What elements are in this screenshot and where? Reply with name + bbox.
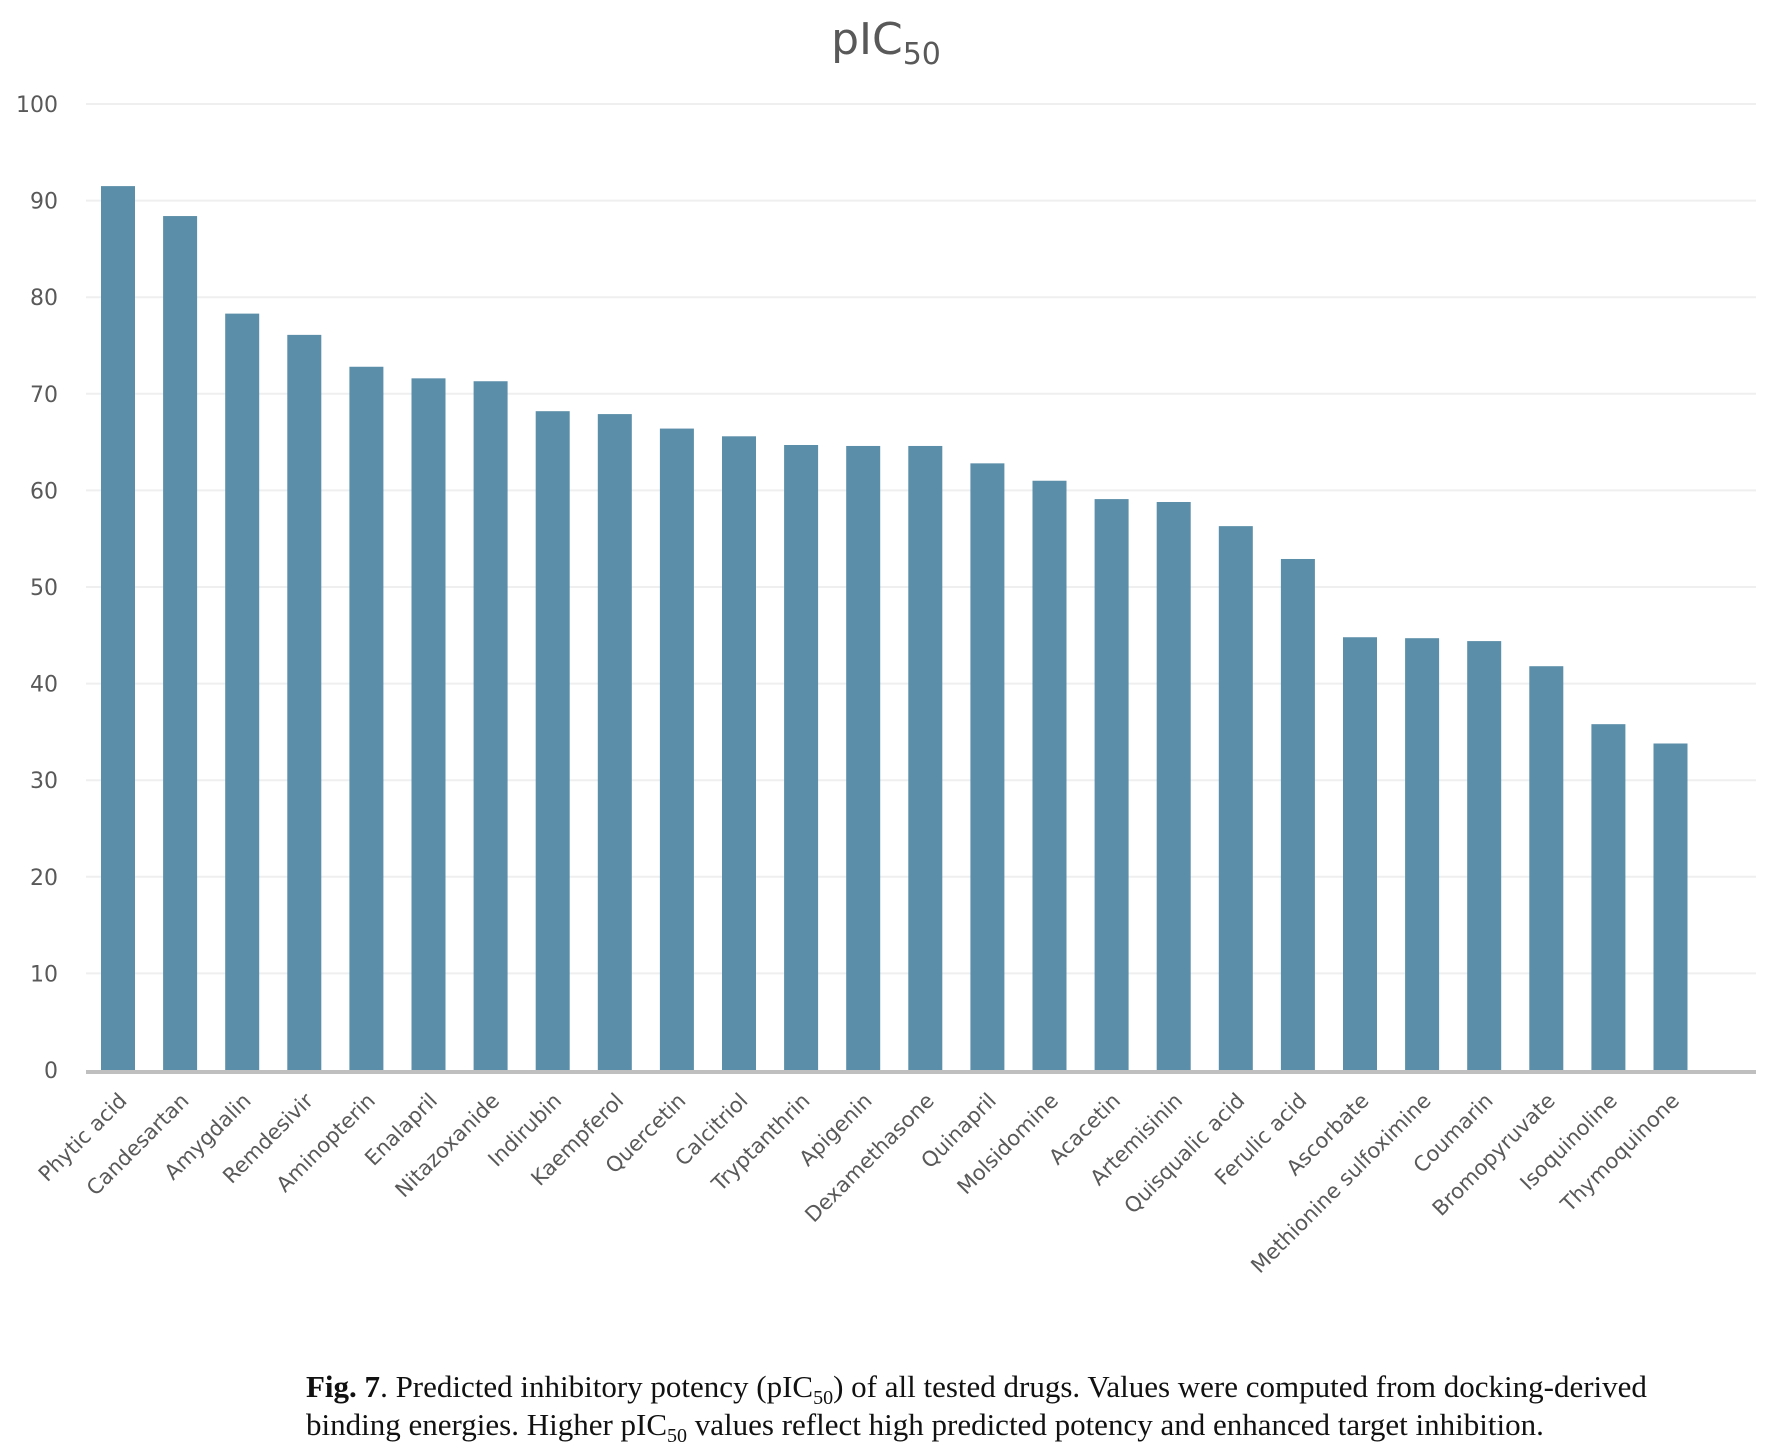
y-tick-label: 100 [16, 93, 58, 118]
bar [225, 313, 260, 1070]
y-tick-label: 40 [30, 673, 58, 698]
bar [908, 445, 943, 1070]
bar [287, 334, 322, 1070]
caption-line-2: binding energies. Higher pIC50 values re… [306, 1407, 1544, 1447]
bar [846, 445, 881, 1070]
x-axis-labels: Phytic acidCandesartanAmygdalinRemdesivi… [34, 1088, 1684, 1278]
bar [101, 186, 135, 1071]
caption-line-1: Fig. 7. Predicted inhibitory potency (pI… [306, 1369, 1647, 1409]
bar [784, 444, 819, 1070]
bar [1094, 499, 1129, 1070]
y-tick-label: 20 [30, 866, 58, 891]
y-tick-label: 30 [30, 769, 58, 794]
bar [349, 366, 384, 1070]
bar [1405, 638, 1440, 1070]
bar [1218, 526, 1253, 1070]
chart-title-main: pIC [831, 14, 903, 65]
bar [535, 411, 570, 1070]
bar [1529, 666, 1564, 1070]
y-axis-ticks: 0 10 20 30 40 50 60 70 80 90 100 [16, 93, 58, 1084]
bar [970, 463, 1005, 1070]
bar [1280, 558, 1315, 1070]
bar [163, 216, 198, 1070]
x-tick-label: Thymoquinone [1556, 1089, 1685, 1218]
chart-title-subscript: 50 [903, 37, 941, 72]
bar [659, 428, 694, 1070]
bar [473, 381, 508, 1070]
bar [1156, 501, 1191, 1070]
bar [597, 414, 632, 1070]
bar [411, 378, 446, 1070]
y-tick-label: 80 [30, 286, 58, 311]
bars [101, 186, 1688, 1071]
bar [1467, 641, 1502, 1070]
bar [1343, 637, 1377, 1070]
chart-title: pIC50 [831, 14, 941, 72]
y-tick-label: 70 [30, 383, 58, 408]
bar [1653, 743, 1688, 1070]
figure-caption: Fig. 7. Predicted inhibitory potency (pI… [306, 1368, 1766, 1447]
bar [1032, 480, 1067, 1070]
caption-label: Fig. 7 [306, 1369, 381, 1404]
y-tick-label: 60 [30, 479, 58, 504]
bar [722, 436, 756, 1071]
y-tick-label: 90 [30, 190, 58, 215]
bar [1591, 724, 1626, 1070]
y-tick-label: 50 [30, 576, 58, 601]
y-tick-label: 0 [44, 1059, 58, 1084]
y-tick-label: 10 [30, 962, 58, 987]
